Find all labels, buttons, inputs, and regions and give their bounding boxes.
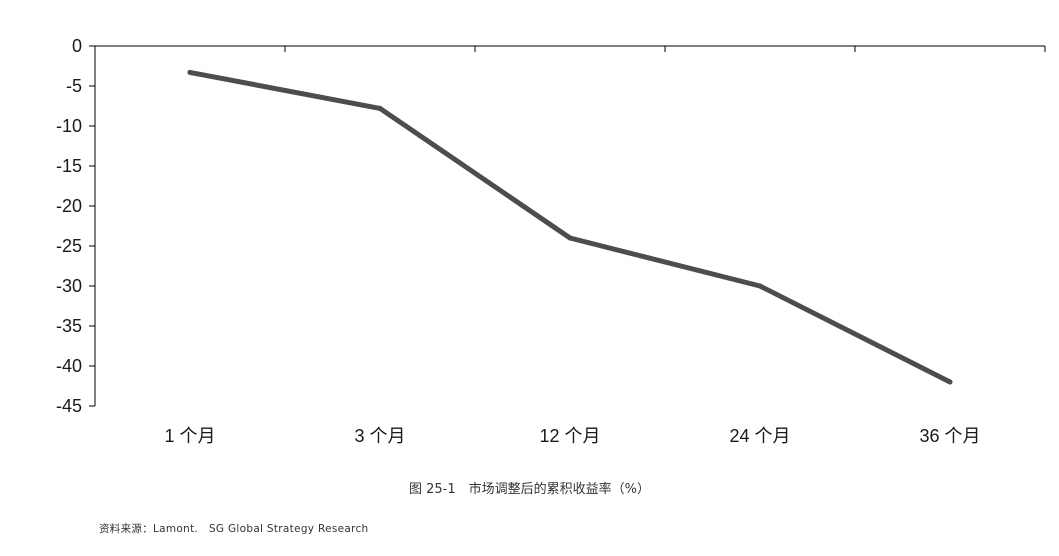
data-point <box>947 379 953 385</box>
x-tick-label: 36 个月 <box>919 426 980 446</box>
y-tick-label: -20 <box>56 196 82 216</box>
y-tick-label: -5 <box>66 76 82 96</box>
figure-caption: 图 25-1 市场调整后的累积收益率（%） <box>409 482 650 497</box>
data-point <box>567 235 573 241</box>
x-tick-label: 24 个月 <box>729 426 790 446</box>
x-tick-label: 1 个月 <box>164 426 215 446</box>
x-tick-label: 3 个月 <box>354 426 405 446</box>
y-tick-label: -25 <box>56 236 82 256</box>
y-tick-label: -40 <box>56 356 82 376</box>
data-point <box>377 105 383 111</box>
x-tick-label: 12 个月 <box>539 426 600 446</box>
y-tick-label: -35 <box>56 316 82 336</box>
data-point <box>757 283 763 289</box>
y-tick-label: -15 <box>56 156 82 176</box>
x-axis: 1 个月 3 个月 12 个月 24 个月 36 个月 <box>94 45 1046 446</box>
y-tick-label: -10 <box>56 116 82 136</box>
series-line <box>187 69 953 385</box>
y-tick-label: -45 <box>56 396 82 416</box>
data-point <box>187 69 193 75</box>
y-tick-label: -30 <box>56 276 82 296</box>
y-axis: 0 -5 -10 -15 -20 -25 -30 -35 -40 -45 <box>56 36 96 416</box>
series <box>187 69 953 385</box>
source-note: 资料来源：Lamont. SG Global Strategy Research <box>99 523 369 535</box>
y-tick-label: 0 <box>72 36 82 56</box>
line-chart: 0 -5 -10 -15 -20 -25 -30 -35 -40 -45 1 个月 3 个月 12 个… <box>56 36 1046 446</box>
